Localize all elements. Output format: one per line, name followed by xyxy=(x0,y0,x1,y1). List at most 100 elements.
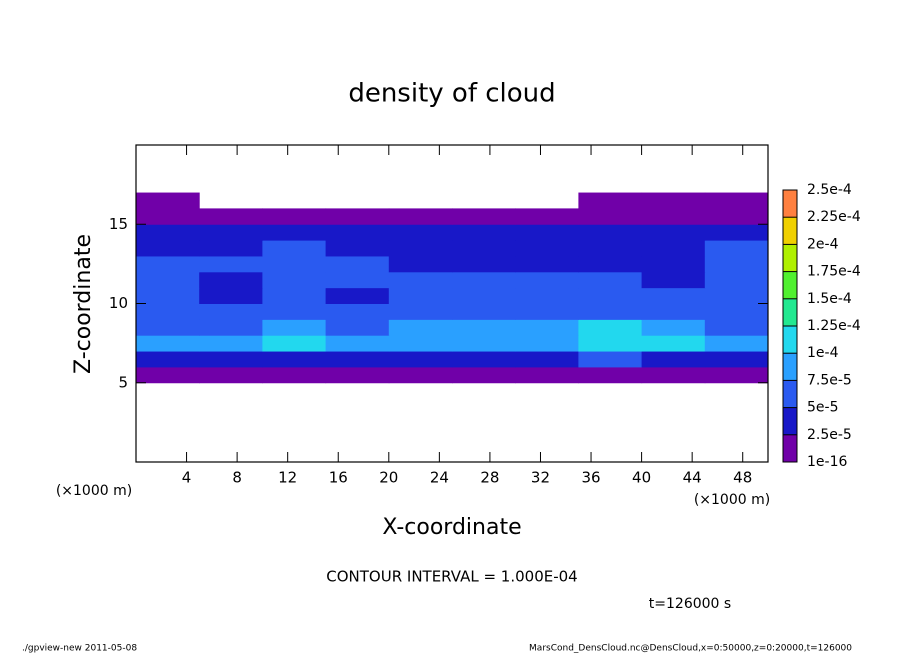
cell xyxy=(704,255,769,273)
cell xyxy=(388,366,453,384)
colorbar-label: 1.75e-4 xyxy=(807,264,861,280)
cell xyxy=(704,192,769,209)
colorbar-label: 1.5e-4 xyxy=(807,291,852,307)
cell xyxy=(515,319,579,336)
cell xyxy=(388,303,453,320)
y-tick-label: 5 xyxy=(118,373,128,391)
cell xyxy=(262,335,327,352)
y-axis-label: Z-coordinate xyxy=(71,234,96,374)
cell xyxy=(452,366,516,384)
colorbar-swatch xyxy=(783,244,797,272)
cell xyxy=(578,224,643,241)
x-tick-label: 12 xyxy=(278,469,297,487)
colorbar-label: 2.25e-4 xyxy=(807,209,861,225)
cell xyxy=(452,351,516,368)
colorbar-swatch xyxy=(783,326,797,354)
cell xyxy=(641,240,706,257)
cell xyxy=(325,208,390,225)
cell xyxy=(199,271,263,289)
cell xyxy=(704,208,769,225)
cell xyxy=(578,255,643,273)
cell xyxy=(704,351,769,368)
colorbar-swatch xyxy=(783,298,797,326)
colorbar-swatch xyxy=(783,407,797,435)
cell xyxy=(199,255,263,273)
cell xyxy=(452,224,516,241)
cell xyxy=(704,240,769,257)
cell xyxy=(704,224,769,241)
cell xyxy=(262,351,327,368)
cell xyxy=(515,366,579,384)
cell xyxy=(578,319,643,336)
cell xyxy=(515,240,579,257)
x-unit: (×1000 m) xyxy=(694,492,770,508)
cell xyxy=(704,271,769,289)
colorbar-label: 7.5e-5 xyxy=(807,372,852,388)
cell xyxy=(388,255,453,273)
cell xyxy=(199,303,263,320)
cell xyxy=(388,224,453,241)
cell xyxy=(262,287,327,304)
x-tick-label: 4 xyxy=(182,469,192,487)
cell xyxy=(388,208,453,225)
cell xyxy=(388,319,453,336)
colorbar-label: 5e-5 xyxy=(807,400,838,416)
cell xyxy=(199,335,263,352)
cell xyxy=(325,224,390,241)
cell xyxy=(262,303,327,320)
cell xyxy=(388,271,453,289)
cell xyxy=(452,208,516,225)
cell xyxy=(641,208,706,225)
colorbar-label: 1e-16 xyxy=(807,454,847,470)
cell xyxy=(136,240,200,257)
cell xyxy=(704,319,769,336)
chart-title: density of cloud xyxy=(348,79,555,109)
cell xyxy=(388,335,453,352)
cell xyxy=(578,192,643,209)
colorbar-label: 2.5e-4 xyxy=(807,182,852,198)
cell xyxy=(262,255,327,273)
annotation: CONTOUR INTERVAL = 1.000E-04 xyxy=(326,568,577,586)
colorbar-label: 2e-4 xyxy=(807,236,839,252)
cell xyxy=(641,335,706,352)
cell xyxy=(578,303,643,320)
x-tick-label: 44 xyxy=(683,469,702,487)
cell xyxy=(136,192,200,209)
cell xyxy=(388,287,453,304)
cell xyxy=(136,319,200,336)
cell xyxy=(641,287,706,304)
cell xyxy=(199,224,263,241)
cell xyxy=(452,287,516,304)
cell xyxy=(452,319,516,336)
cell xyxy=(136,224,200,241)
cell xyxy=(199,240,263,257)
cell xyxy=(136,366,200,384)
cell xyxy=(136,335,200,352)
colorbar-label: 1.25e-4 xyxy=(807,318,861,334)
cell xyxy=(578,287,643,304)
colorbar-swatch xyxy=(783,434,797,462)
colorbar-swatch xyxy=(783,217,797,245)
cell xyxy=(641,351,706,368)
cell xyxy=(262,319,327,336)
cell xyxy=(325,335,390,352)
cell xyxy=(262,366,327,384)
cell xyxy=(578,208,643,225)
cell xyxy=(452,255,516,273)
colorbar-swatch xyxy=(783,380,797,408)
cell xyxy=(136,351,200,368)
cell xyxy=(262,240,327,257)
cell xyxy=(136,208,200,225)
cell xyxy=(325,240,390,257)
x-tick-label: 16 xyxy=(329,469,348,487)
x-tick-label: 24 xyxy=(430,469,449,487)
y-unit: (×1000 m) xyxy=(56,483,132,499)
cell xyxy=(578,335,643,352)
x-tick-label: 8 xyxy=(232,469,242,487)
cell xyxy=(641,224,706,241)
cell xyxy=(452,271,516,289)
colorbar-label: 2.5e-5 xyxy=(807,427,852,443)
time-label: t=126000 s xyxy=(649,596,731,612)
cell xyxy=(515,255,579,273)
cell xyxy=(325,366,390,384)
